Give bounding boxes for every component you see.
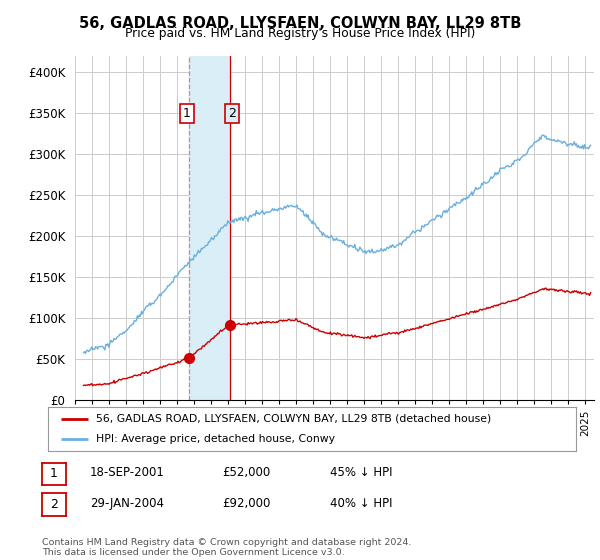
Text: £52,000: £52,000 bbox=[222, 466, 270, 479]
Text: 1: 1 bbox=[183, 107, 191, 120]
Text: 18-SEP-2001: 18-SEP-2001 bbox=[90, 466, 165, 479]
Text: 45% ↓ HPI: 45% ↓ HPI bbox=[330, 466, 392, 479]
Text: 29-JAN-2004: 29-JAN-2004 bbox=[90, 497, 164, 510]
Text: 2: 2 bbox=[50, 498, 58, 511]
Text: 56, GADLAS ROAD, LLYSFAEN, COLWYN BAY, LL29 8TB: 56, GADLAS ROAD, LLYSFAEN, COLWYN BAY, L… bbox=[79, 16, 521, 31]
Text: Price paid vs. HM Land Registry's House Price Index (HPI): Price paid vs. HM Land Registry's House … bbox=[125, 27, 475, 40]
Text: Contains HM Land Registry data © Crown copyright and database right 2024.
This d: Contains HM Land Registry data © Crown c… bbox=[42, 538, 412, 557]
Text: 2: 2 bbox=[228, 107, 236, 120]
Text: HPI: Average price, detached house, Conwy: HPI: Average price, detached house, Conw… bbox=[95, 434, 335, 444]
Text: 1: 1 bbox=[50, 467, 58, 480]
Text: £92,000: £92,000 bbox=[222, 497, 271, 510]
Text: 40% ↓ HPI: 40% ↓ HPI bbox=[330, 497, 392, 510]
Text: 56, GADLAS ROAD, LLYSFAEN, COLWYN BAY, LL29 8TB (detached house): 56, GADLAS ROAD, LLYSFAEN, COLWYN BAY, L… bbox=[95, 414, 491, 424]
Bar bbox=[190, 56, 230, 400]
